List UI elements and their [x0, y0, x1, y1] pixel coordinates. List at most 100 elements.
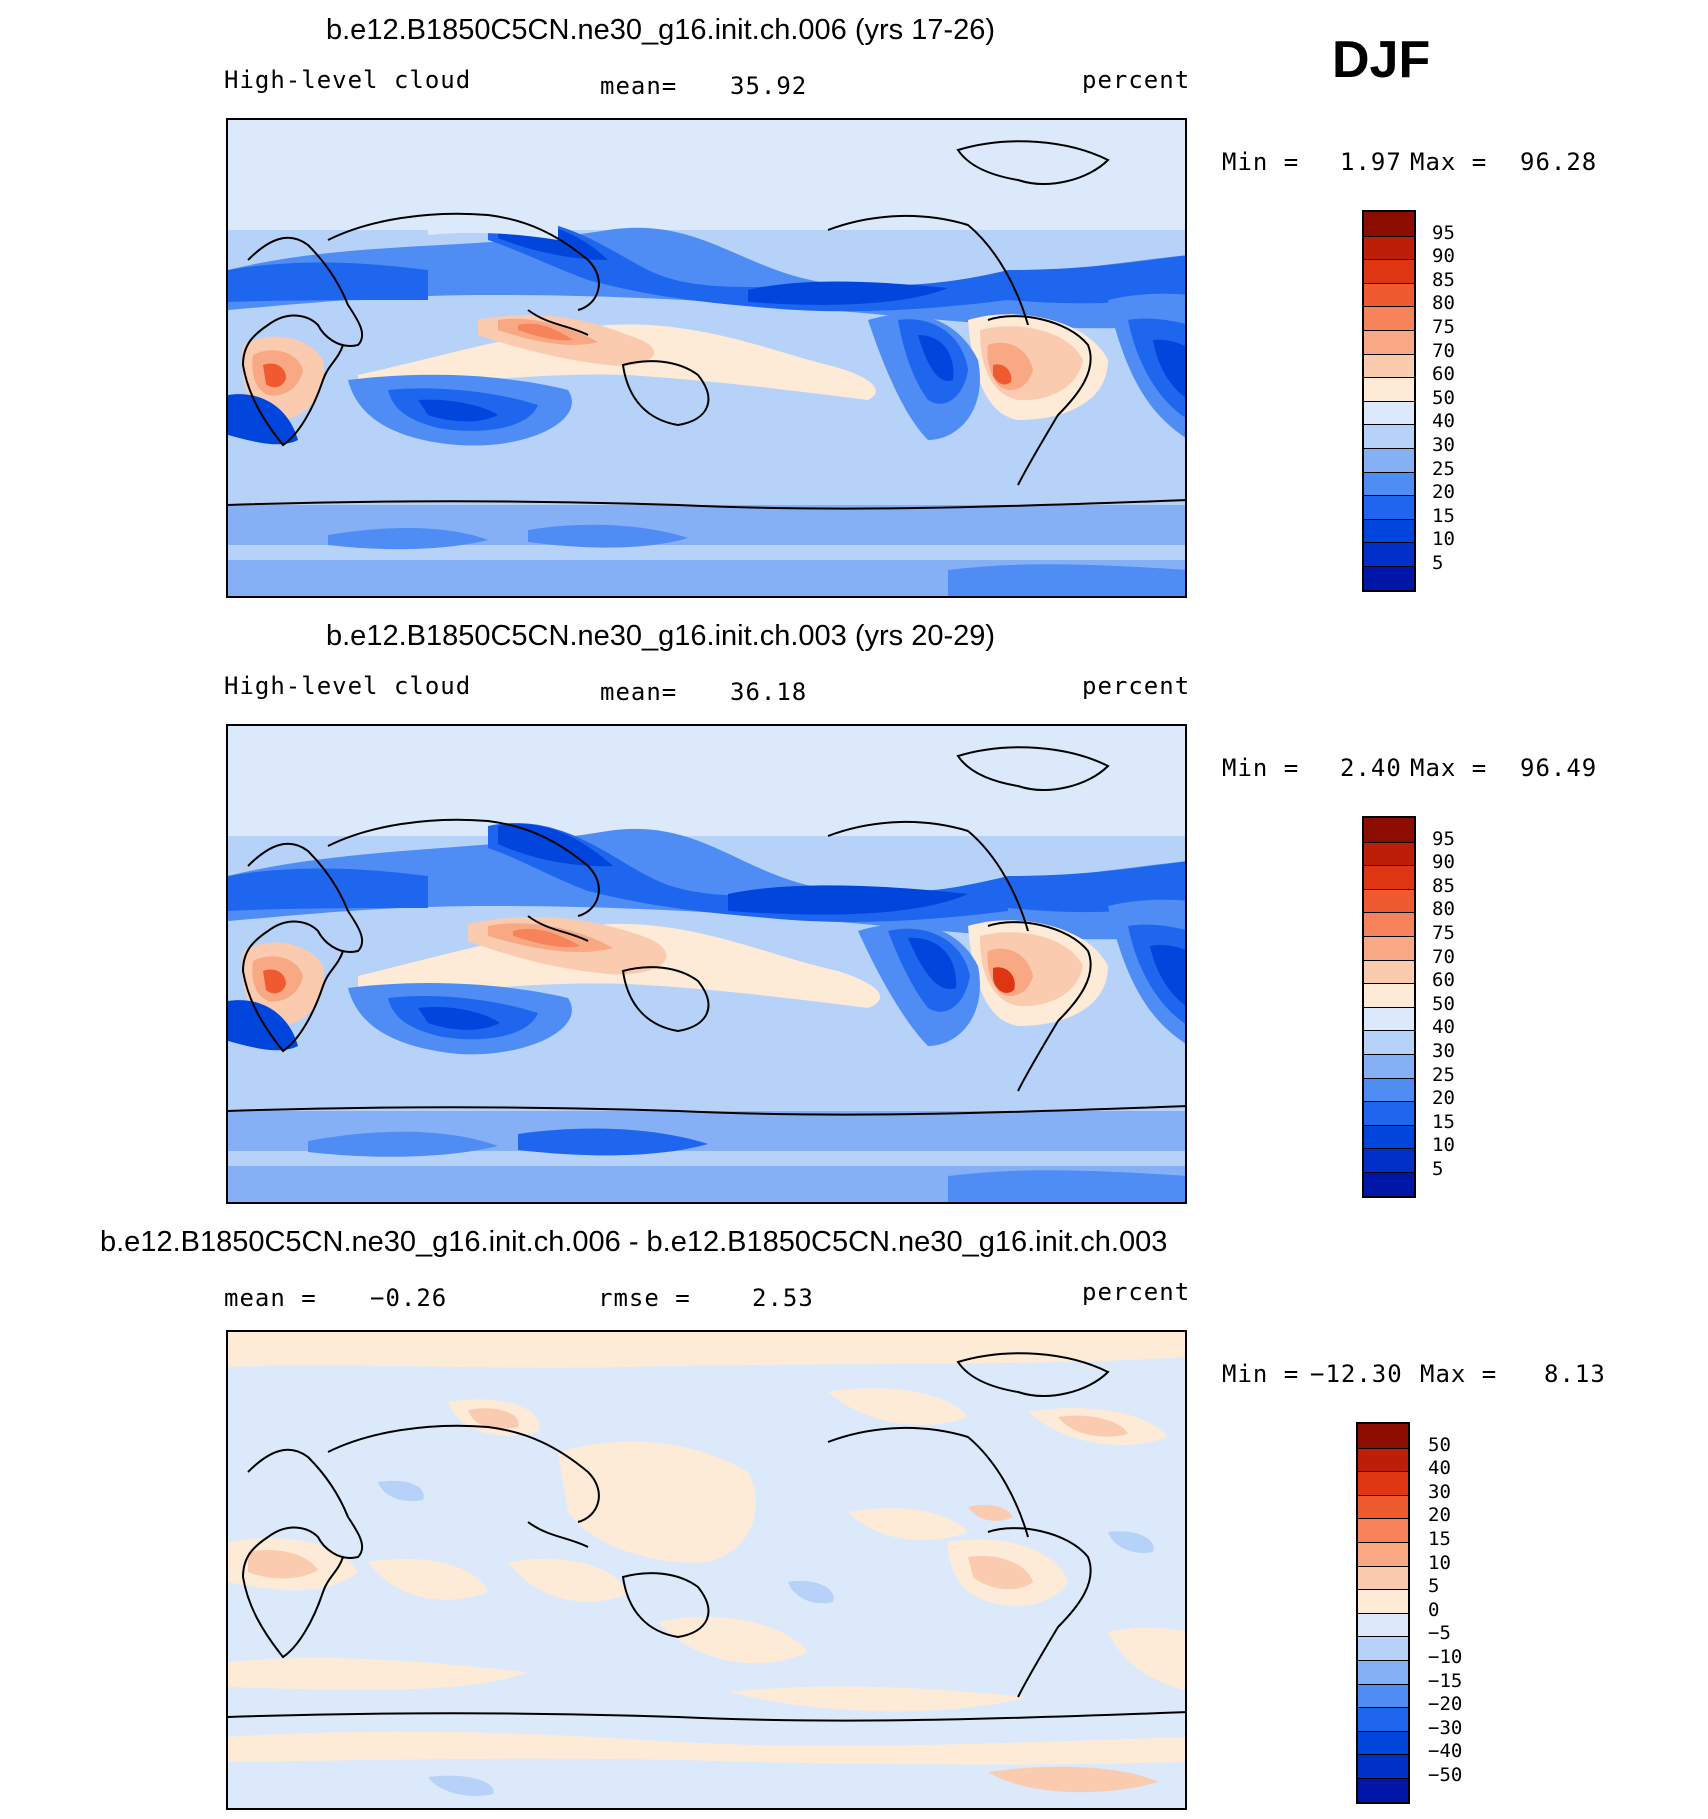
panel-3-max-value: 8.13	[1544, 1360, 1606, 1388]
colorbar-swatch	[1358, 1683, 1408, 1708]
panel-3-rmse-value: 2.53	[752, 1284, 814, 1312]
colorbar-swatch	[1358, 1636, 1408, 1660]
colorbar-tick-label: 70	[1432, 945, 1455, 968]
colorbar-swatch	[1364, 329, 1414, 354]
colorbar-tick-label: 75	[1432, 922, 1455, 944]
colorbar-tick-label: 50	[1428, 1433, 1451, 1456]
colorbar-tick-label: 5	[1432, 1158, 1444, 1180]
colorbar-swatch	[1358, 1494, 1408, 1519]
panel-2-mean-label: mean=	[600, 678, 678, 706]
panel-1-variable-label: High-level cloud	[224, 66, 472, 94]
colorbar-tick-label: −10	[1428, 1646, 1463, 1668]
colorbar-tick-label: 95	[1432, 827, 1455, 850]
colorbar-tick-label: 20	[1428, 1504, 1451, 1527]
panel-1-min-label: Min =	[1222, 148, 1300, 176]
panel-1-title: b.e12.B1850C5CN.ne30_g16.init.ch.006 (yr…	[326, 14, 996, 46]
colorbar-tick-label: 20	[1432, 481, 1455, 504]
colorbar-swatch	[1364, 282, 1414, 307]
panel-2-mean-value: 36.18	[730, 678, 808, 706]
colorbar-swatch	[1358, 1565, 1408, 1590]
colorbar-swatch	[1364, 865, 1414, 889]
colorbar-swatch	[1364, 424, 1414, 448]
colorbar-tick-label: 15	[1428, 1528, 1451, 1550]
panel-2-colorbar-swatches	[1362, 816, 1416, 1198]
colorbar-swatch	[1364, 1077, 1414, 1102]
panel-2-max-label: Max =	[1410, 754, 1488, 782]
colorbar-tick-label: 90	[1432, 245, 1455, 268]
panel-2-variable-label: High-level cloud	[224, 672, 472, 700]
colorbar-swatch	[1364, 259, 1414, 283]
colorbar-swatch	[1364, 983, 1414, 1007]
panel-2-colorbar	[1362, 816, 1416, 1198]
colorbar-swatch	[1358, 1471, 1408, 1495]
panel-1-min-value: 1.97	[1340, 148, 1402, 176]
colorbar-tick-label: 25	[1432, 457, 1455, 480]
colorbar-swatch	[1358, 1707, 1408, 1731]
colorbar-tick-label: 85	[1432, 268, 1455, 291]
panel-2-map	[226, 724, 1187, 1204]
colorbar-swatch	[1364, 495, 1414, 519]
panel-1-contour-field	[228, 120, 1185, 596]
colorbar-tick-label: 95	[1432, 221, 1455, 244]
colorbar-swatch	[1364, 353, 1414, 378]
colorbar-tick-label: −20	[1428, 1693, 1463, 1716]
colorbar-tick-label: −50	[1428, 1764, 1463, 1786]
colorbar-tick-label: 85	[1432, 874, 1455, 897]
panel-2-min-label: Min =	[1222, 754, 1300, 782]
colorbar-tick-label: 50	[1432, 992, 1455, 1015]
colorbar-tick-label: 40	[1428, 1457, 1451, 1480]
colorbar-swatch	[1364, 565, 1414, 590]
colorbar-tick-label: 5	[1428, 1575, 1440, 1598]
panel-1-max-label: Max =	[1410, 148, 1488, 176]
colorbar-tick-label: 75	[1432, 316, 1455, 338]
colorbar-tick-label: 10	[1432, 528, 1455, 551]
colorbar-tick-label: 5	[1432, 552, 1444, 574]
colorbar-tick-label: −40	[1428, 1740, 1463, 1763]
colorbar-tick-label: 25	[1432, 1063, 1455, 1086]
colorbar-swatch	[1364, 1006, 1414, 1031]
panel-3-min-value: −12.30	[1310, 1360, 1403, 1388]
panel-2-title: b.e12.B1850C5CN.ne30_g16.init.ch.003 (yr…	[326, 620, 996, 652]
panel-1-max-value: 96.28	[1520, 148, 1598, 176]
colorbar-swatch	[1364, 471, 1414, 496]
colorbar-swatch	[1358, 1612, 1408, 1637]
colorbar-tick-label: 0	[1428, 1598, 1440, 1621]
colorbar-tick-label: 70	[1432, 339, 1455, 362]
panel-3-min-label: Min =	[1222, 1360, 1300, 1388]
colorbar-swatch	[1358, 1541, 1408, 1566]
colorbar-swatch	[1364, 306, 1414, 330]
panel-3-title: b.e12.B1850C5CN.ne30_g16.init.ch.006 - b…	[100, 1226, 1168, 1258]
colorbar-tick-label: −5	[1428, 1622, 1451, 1645]
panel-3-colorbar-swatches	[1356, 1422, 1410, 1804]
colorbar-swatch	[1358, 1447, 1408, 1472]
colorbar-tick-label: 60	[1432, 363, 1455, 386]
panel-1-colorbar	[1362, 210, 1416, 592]
panel-1-mean-value: 35.92	[730, 72, 808, 100]
colorbar-swatch	[1364, 935, 1414, 960]
colorbar-swatch	[1358, 1730, 1408, 1755]
colorbar-tick-label: 10	[1432, 1134, 1455, 1157]
colorbar-tick-label: 10	[1428, 1551, 1451, 1574]
colorbar-tick-label: 80	[1432, 898, 1455, 921]
colorbar-tick-label: 30	[1432, 1040, 1455, 1062]
colorbar-tick-label: 40	[1432, 410, 1455, 433]
colorbar-tick-label: 30	[1432, 434, 1455, 456]
colorbar-swatch	[1364, 1101, 1414, 1125]
panel-3-units: percent	[1082, 1278, 1191, 1306]
panel-3-mean-label: mean =	[224, 1284, 317, 1312]
colorbar-swatch	[1358, 1659, 1408, 1684]
season-label: DJF	[1332, 31, 1431, 89]
panel-3-rmse-label: rmse =	[598, 1284, 691, 1312]
panel-3-map	[226, 1330, 1187, 1810]
colorbar-swatch	[1364, 818, 1414, 842]
colorbar-swatch	[1358, 1777, 1408, 1802]
panel-3-contour-field	[228, 1332, 1185, 1808]
colorbar-swatch	[1364, 1124, 1414, 1149]
colorbar-swatch	[1358, 1754, 1408, 1778]
colorbar-swatch	[1364, 1053, 1414, 1078]
panel-1-units: percent	[1082, 66, 1191, 94]
colorbar-swatch	[1364, 1148, 1414, 1172]
colorbar-swatch	[1364, 235, 1414, 260]
panel-3-max-label: Max =	[1420, 1360, 1498, 1388]
colorbar-swatch	[1358, 1589, 1408, 1613]
